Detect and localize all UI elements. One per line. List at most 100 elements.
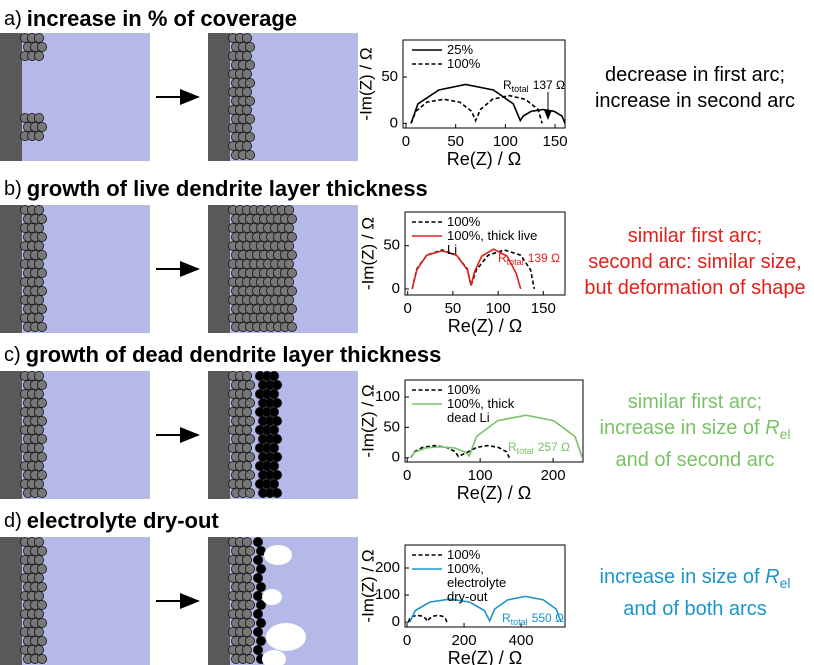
electrode [0,371,22,499]
panel-label: a) [4,8,22,30]
dendrite [245,42,254,51]
dendrite [256,564,265,573]
dendrite [34,33,43,42]
electrode [208,33,230,161]
dendrite [37,380,46,389]
dendrite [245,654,254,663]
description-text: el [780,426,791,442]
x-tick-label: 100 [486,300,511,317]
dendrite [242,33,251,42]
y-tick-label: 50 [383,418,400,435]
dendrite [34,389,43,398]
dendrite [245,636,254,645]
dendrite [34,443,43,452]
y-tick-label: 100 [375,586,400,603]
description: similar first arc;second arc: similar si… [570,223,814,301]
dry-out-void [266,623,306,651]
dendrite [34,277,43,286]
dendrite [37,434,46,443]
dendrite [245,434,254,443]
dendrite [269,443,278,452]
dendrite [245,618,254,627]
dendrite [34,591,43,600]
dendrite [272,488,281,497]
dendrite [37,232,46,241]
y-tick-label: 0 [392,613,400,630]
legend: 100%100%, thick live Li [410,215,550,257]
dendrite [242,591,251,600]
description-text: and of both arcs [623,598,766,620]
description-text: R [765,417,779,439]
dendrite [272,452,281,461]
dendrite [287,250,296,259]
annotation-subscript: total [511,617,528,627]
dendrite [242,443,251,452]
legend-swatch [410,57,444,71]
panel-title: c)growth of dead dendrite layer thicknes… [4,342,441,367]
y-tick-label: 0 [390,114,398,131]
dendrite [34,645,43,654]
annotation-subscript: total [517,446,534,456]
legend-label: 100%, thick dead Li [447,397,528,425]
dendrite [37,600,46,609]
dendrite [37,636,46,645]
dendrite [37,564,46,573]
panel-label: c) [4,344,21,366]
dendrite [245,452,254,461]
dendrite [37,488,46,497]
dendrite [34,425,43,434]
description-line: increase in size of Rel [570,564,814,596]
x-tick-label: 0 [404,300,412,317]
dendrite [34,479,43,488]
panel-heading: electrolyte dry-out [27,508,220,533]
x-tick-label: 200 [452,632,477,649]
legend-label: 100% [447,57,480,71]
legend-label: 100% [447,383,480,397]
dendrite [34,295,43,304]
dendrite [37,654,46,663]
y-tick-label: 0 [392,449,400,466]
dendrite [284,313,293,322]
panel-heading: growth of live dendrite layer thickness [27,176,428,201]
y-axis-label: -Im(Z) / Ω [358,549,377,622]
legend-label: 25% [447,43,473,57]
electrode [208,537,230,665]
x-tick-label: 200 [541,467,566,484]
description-text: R [765,566,779,588]
legend-label: 100%, electrolyte dry-out [447,562,528,604]
annotation-value: 257 Ω [538,440,570,454]
y-axis-label: -Im(Z) / Ω [358,217,377,290]
dendrite [242,141,251,150]
dendrite [284,205,293,214]
dendrite [242,123,251,132]
x-tick-label: 150 [543,133,568,150]
description-text: increase in second arc [595,90,795,112]
legend-entry: 100% [410,383,528,397]
dendrite [37,304,46,313]
dendrite [253,609,262,618]
dendrite [269,371,278,380]
dendrite [242,555,251,564]
y-tick-label: 50 [381,68,398,85]
electrode [0,537,22,665]
dendrite [34,537,43,546]
y-tick-label: 0 [392,280,400,297]
dendrite [287,304,296,313]
dendrite [245,546,254,555]
dendrite [34,555,43,564]
annotation-symbol: R [503,78,512,92]
panel-heading: increase in % of coverage [27,6,297,31]
description-line: and of second arc [570,447,814,473]
legend-entry: 100%, thick dead Li [410,397,528,425]
legend-entry: 100% [410,548,528,562]
annotation-subscript: total [512,84,529,94]
legend-swatch [410,229,444,243]
panel-label: d) [4,510,22,532]
legend-label: 100% [447,548,480,562]
x-tick-label: 50 [445,300,462,317]
dendrite [269,425,278,434]
dendrite [253,591,262,600]
panel-title: d)electrolyte dry-out [4,508,219,533]
annotation-symbol: R [508,440,517,454]
